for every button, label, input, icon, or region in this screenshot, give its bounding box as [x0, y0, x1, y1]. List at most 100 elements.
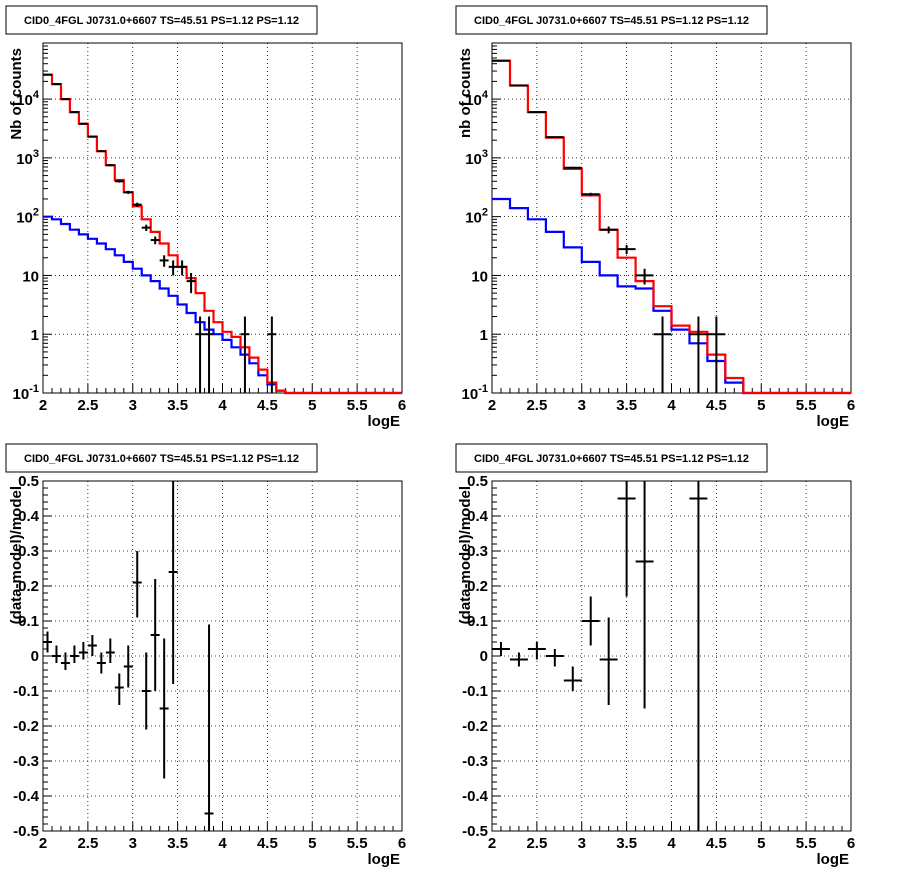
x-tick-label: 5.5	[347, 397, 368, 414]
x-tick-label: 2.5	[526, 397, 547, 414]
x-tick-label: 5.5	[347, 835, 368, 852]
x-tick-label: 3.5	[616, 835, 637, 852]
x-tick-label: 4.5	[257, 835, 278, 852]
y-tick-label: 10-1	[462, 383, 488, 403]
y-tick-label-base: 10	[22, 268, 39, 285]
data-point	[509, 652, 528, 667]
data-point	[599, 617, 618, 705]
x-tick-label: 2	[488, 835, 496, 852]
y-axis-label: (data-model)/model	[457, 486, 474, 624]
x-tick-label: 3	[129, 397, 137, 414]
x-axis-label: logE	[368, 413, 401, 430]
x-tick-label: 4	[667, 397, 676, 414]
y-tick-label-base: 10	[465, 210, 482, 227]
y-tick-label-base: 10	[462, 386, 479, 403]
y-tick-label-exponent: -1	[478, 383, 488, 395]
x-tick-label: 5.5	[796, 835, 817, 852]
data-point	[96, 652, 106, 674]
data-point	[132, 551, 142, 618]
data-point	[78, 122, 88, 125]
y-tick-label-base: 10	[16, 92, 33, 109]
data-point	[240, 316, 250, 393]
x-tick-label: 4.5	[257, 397, 278, 414]
y-tick-label-exponent: -1	[29, 383, 39, 395]
y-tick-label-base: 1	[480, 327, 488, 344]
x-tick-label: 2	[39, 835, 47, 852]
y-tick-label-base: 1	[31, 327, 39, 344]
grid-lines	[492, 43, 851, 393]
y-tick-label: 0.2	[18, 578, 39, 595]
data-point	[43, 631, 52, 653]
x-tick-label: 2	[39, 397, 47, 414]
y-tick-label: -0.1	[13, 683, 39, 700]
data-point	[159, 255, 169, 267]
chart-panel-4: CID0_4FGL J0731.0+6607 TS=45.51 PS=1.12 …	[455, 443, 855, 868]
y-tick-label: 104	[16, 89, 40, 109]
y-tick-label-exponent: 2	[482, 207, 488, 219]
x-tick-label: 5	[757, 397, 765, 414]
x-tick-label: 6	[847, 835, 855, 852]
y-tick-label: -0.4	[13, 788, 40, 805]
y-axis-label: (data-model)/model	[8, 486, 25, 624]
x-tick-label: 2	[488, 397, 496, 414]
grid-lines	[43, 481, 402, 831]
chart-title: CID0_4FGL J0731.0+6607 TS=45.51 PS=1.12 …	[24, 453, 299, 465]
x-tick-label: 6	[398, 835, 406, 852]
y-tick-label-base: 10	[16, 210, 33, 227]
y-tick-label: -0.5	[462, 823, 488, 840]
data-point	[78, 642, 88, 660]
data-point	[545, 649, 564, 667]
y-tick-label: 104	[465, 89, 489, 109]
y-axis: -0.5 -0.4 -0.3 -0.2 -0.1 0 0.1 0.2 0.3 0.4 0.5(dat…	[457, 473, 501, 840]
x-tick-label: 3.5	[167, 835, 188, 852]
x-tick-label: 4	[667, 835, 676, 852]
data-point	[563, 666, 582, 691]
y-tick-label: 0.1	[467, 613, 488, 630]
data-point	[114, 673, 124, 705]
x-tick-label: 5	[308, 835, 316, 852]
x-tick-label: 5.5	[796, 397, 817, 414]
y-tick-label: 0.4	[467, 508, 489, 525]
chart-panel-1: CID0_4FGL J0731.0+6607 TS=45.51 PS=1.12 …	[5, 5, 406, 430]
data-point	[159, 638, 169, 779]
x-tick-label: 2.5	[77, 397, 98, 414]
data-point	[617, 244, 636, 255]
data-point	[527, 642, 546, 660]
x-tick-label: 6	[398, 397, 406, 414]
data-points	[43, 481, 214, 831]
y-axis-label: Nb of counts	[8, 48, 25, 140]
y-tick-label-base: 10	[16, 151, 33, 168]
chart-title: CID0_4FGL J0731.0+6607 TS=45.51 PS=1.12 …	[474, 15, 749, 27]
chart-title: CID0_4FGL J0731.0+6607 TS=45.51 PS=1.12 …	[474, 453, 749, 465]
data-point	[689, 481, 708, 831]
x-axis-label: logE	[817, 413, 850, 430]
y-tick-label: 102	[16, 207, 39, 227]
y-tick-label-base: 10	[471, 268, 488, 285]
x-tick-label: 3	[578, 835, 586, 852]
data-point	[707, 316, 726, 393]
y-tick-label-base: 10	[465, 151, 482, 168]
data-point	[204, 316, 214, 393]
data-points	[43, 73, 277, 393]
data-point	[150, 579, 160, 691]
data-point	[60, 98, 70, 101]
data-point	[87, 135, 97, 138]
data-point	[141, 652, 151, 730]
x-axis-label: logE	[817, 851, 850, 868]
y-tick-label: -0.2	[462, 718, 488, 735]
chart-panel-3: CID0_4FGL J0731.0+6607 TS=45.51 PS=1.12 …	[5, 443, 406, 868]
y-tick-label: 0.5	[467, 473, 488, 490]
data-point	[267, 316, 277, 393]
data-point	[635, 268, 654, 285]
y-tick-label-base: 10	[465, 92, 482, 109]
y-tick-label-exponent: 4	[33, 89, 40, 101]
data-point	[105, 638, 115, 663]
data-point	[69, 111, 79, 114]
y-tick-label-exponent: 3	[482, 148, 488, 160]
